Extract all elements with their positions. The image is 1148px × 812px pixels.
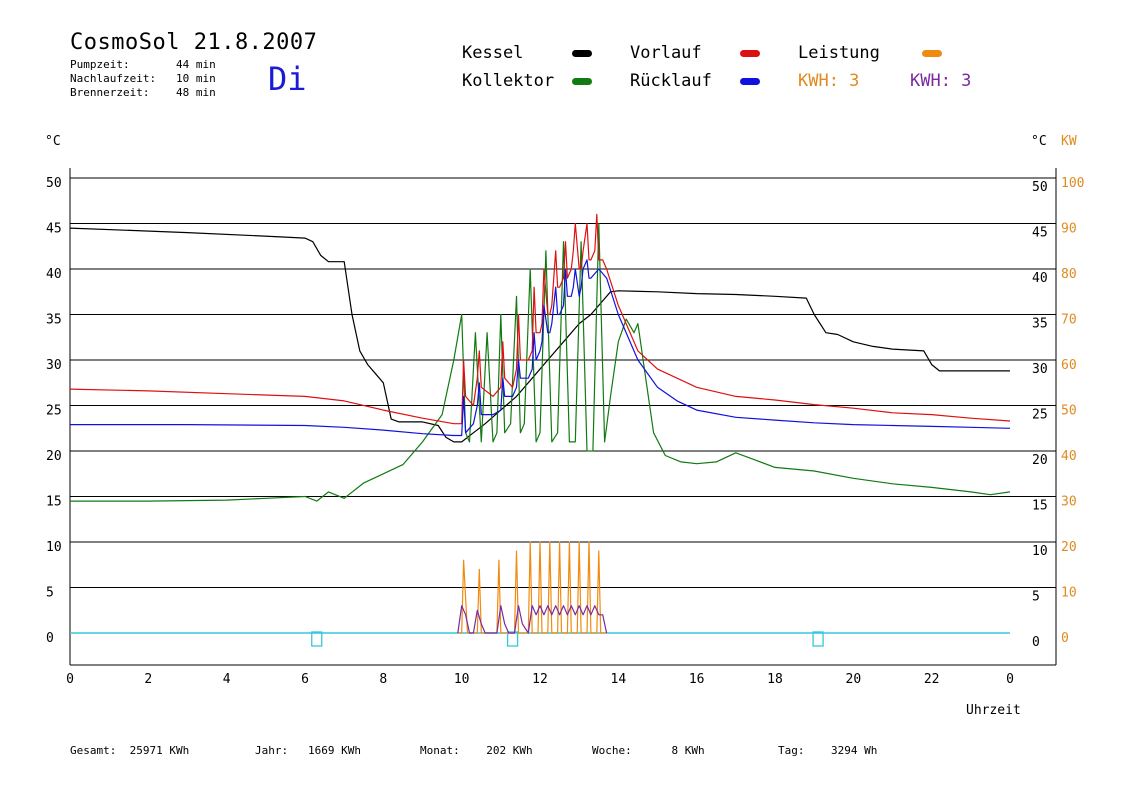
y-tick-label-left: 30 [46,358,62,373]
y-tick-label-right: 20 [1032,453,1048,468]
series-line-pumpe [457,605,608,634]
y2-tick-label: 10 [1061,586,1077,601]
series-line-leistung [457,541,607,634]
legend-ruecklauf-label: Rücklauf [630,71,712,91]
chart-title: CosmoSol 21.8.2007 [70,30,318,55]
y-tick-label-left: 25 [46,404,62,419]
y-tick-label-left: 20 [46,449,62,464]
y-tick-label-right: 50 [1032,180,1048,195]
legend-ruecklauf-swatch [740,78,760,85]
legend-kollektor-label: Kollektor [462,71,555,91]
y-tick-label-left: 15 [46,495,62,510]
legend-kwh-orange: KWH: 3 [798,71,860,91]
x-tick-label: 10 [454,672,470,687]
info-label: Pumpzeit: [70,58,130,71]
footer-value: 202 KWh [486,744,533,757]
y-tick-label-left: 50 [46,176,62,191]
y-tick-label-left: 45 [46,222,62,237]
weekday-label: Di [268,60,307,98]
info-value: 48 min [176,86,216,99]
y-tick-label-right: 10 [1032,544,1048,559]
footer-label: Monat: [420,744,460,757]
x-tick-label: 4 [223,672,231,687]
x-tick-label: 20 [846,672,862,687]
footer-value: 1669 KWh [308,744,361,757]
x-axis-label: Uhrzeit [966,703,1021,718]
footer-label: Tag: [778,744,805,757]
footer-jahr: Jahr: 1669 KWh [255,744,361,757]
y-tick-label-left: 5 [46,586,54,601]
burner-marker [311,631,323,647]
info-label: Brennerzeit: [70,86,150,99]
footer-woche: Woche: 8 KWh [592,744,705,757]
legend-vorlauf-swatch [740,50,760,57]
x-tick-label: 14 [611,672,627,687]
y-tick-label-left: 40 [46,267,62,282]
series-line-kessel [69,227,1010,443]
y2-tick-label: 60 [1061,358,1077,373]
y-tick-label-right: 40 [1032,271,1048,286]
footer-label: Gesamt: [70,744,117,757]
y2-tick-label: 80 [1061,267,1077,282]
y-axis-label-right: °C [1031,134,1047,149]
y-tick-label-right: 25 [1032,408,1048,423]
x-tick-label: 18 [767,672,783,687]
x-tick-label: 0 [1006,672,1014,687]
x-tick-label: 0 [66,672,74,687]
y-tick-label-right: 5 [1032,590,1040,605]
burner-marker [506,631,519,647]
y-tick-label-right: 15 [1032,499,1048,514]
footer-value: 3294 Wh [831,744,878,757]
legend-leistung-swatch [922,50,942,57]
legend-kessel-label: Kessel [462,43,524,63]
y-axis-label-left: °C [45,134,61,149]
info-label: Nachlaufzeit: [70,72,157,85]
footer-gesamt: Gesamt: 25971 KWh [70,744,189,757]
y-tick-label-left: 0 [46,631,54,646]
y2-tick-label: 20 [1061,540,1077,555]
series-line-vorlauf [69,213,1011,425]
info-pumpzeit: Pumpzeit: 44 min [70,58,216,71]
y2-tick-label: 50 [1061,404,1077,419]
series-line-rcklauf [70,259,1011,437]
x-tick-label: 6 [301,672,309,687]
footer-monat: Monat: 202 KWh [420,744,533,757]
legend-vorlauf-label: Vorlauf [630,43,702,63]
footer-label: Jahr: [255,744,289,757]
y2-tick-label: 100 [1061,176,1084,191]
legend-kessel-swatch [572,50,592,57]
footer-label: Woche: [592,744,632,757]
footer-value: 25971 KWh [129,744,190,757]
x-tick-label: 2 [144,672,152,687]
info-value: 10 min [176,72,216,85]
y-tick-label-left: 10 [46,540,62,555]
legend-leistung-label: Leistung [798,43,880,63]
x-tick-label: 22 [924,672,940,687]
info-brennerzeit: Brennerzeit: 48 min [70,86,216,99]
info-nachlaufzeit: Nachlaufzeit: 10 min [70,72,216,85]
info-value: 44 min [176,58,216,71]
series-line-kollektor [70,222,1011,502]
y-tick-label-right: 0 [1032,635,1040,650]
y-tick-label-left: 35 [46,313,62,328]
y-tick-label-right: 30 [1032,362,1048,377]
y2-axis-label: KW [1061,134,1077,149]
x-tick-label: 16 [689,672,705,687]
burner-marker [812,631,824,647]
legend-kwh-purple: KWH: 3 [910,71,972,91]
y-tick-label-right: 35 [1032,317,1048,332]
footer-tag: Tag: 3294 Wh [778,744,877,757]
y-tick-label-right: 45 [1032,226,1048,241]
y2-tick-label: 30 [1061,495,1077,510]
y2-tick-label: 70 [1061,313,1077,328]
x-tick-label: 12 [532,672,548,687]
footer-value: 8 KWh [671,744,705,757]
x-tick-label: 8 [379,672,387,687]
y2-tick-label: 90 [1061,222,1077,237]
y2-tick-label: 40 [1061,449,1077,464]
y2-tick-label: 0 [1061,631,1069,646]
legend-kollektor-swatch [572,78,592,85]
